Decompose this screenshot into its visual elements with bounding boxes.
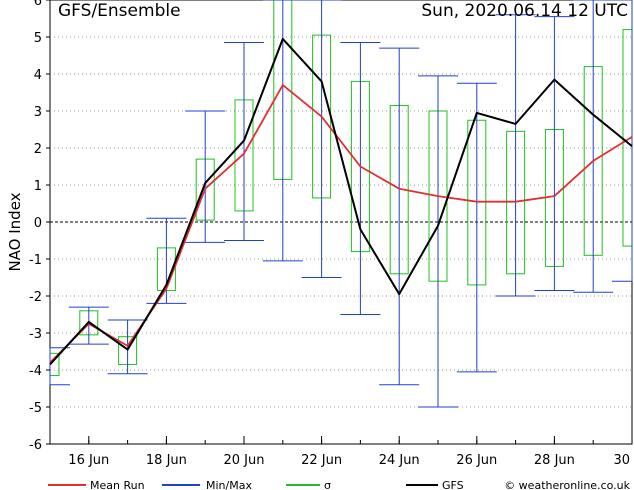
- y-tick-label: 5: [34, 31, 42, 46]
- y-tick-label: -4: [29, 364, 42, 379]
- grid-lines: [49, 36, 633, 444]
- run-date: Sun, 2020.06.14 12 UTC: [421, 1, 628, 21]
- x-tick-label: 28 Jun: [534, 453, 575, 468]
- y-tick-label: 4: [34, 68, 42, 83]
- y-tick-label: -3: [29, 327, 42, 342]
- chart-title: GFS/Ensemble: [58, 1, 181, 21]
- x-tick-label: 30: [613, 453, 630, 468]
- x-tick-label: 24 Jun: [379, 453, 420, 468]
- x-tick-label: 26 Jun: [456, 453, 497, 468]
- y-axis-label: NAO Index: [6, 192, 24, 271]
- y-tick-label: -1: [29, 253, 42, 268]
- mean-run-line: [49, 84, 633, 364]
- gfs-line: [49, 37, 633, 366]
- y-axis-ticks: -6 -5 -4 -3 -2 -1 0 1 2 3 4 5 6: [29, 0, 50, 453]
- watermark: © weatheronline.co.uk: [504, 479, 630, 490]
- legend-minmax: Min/Max: [206, 479, 252, 490]
- x-axis-ticks: 16 Jun 18 Jun 20 Jun 22 Jun 24 Jun 26 Jun 28 J…: [68, 436, 633, 468]
- y-tick-label: 2: [34, 142, 42, 157]
- legend-gfs: GFS: [442, 479, 464, 490]
- y-tick-label: 6: [34, 0, 42, 9]
- y-tick-label: 3: [34, 105, 42, 120]
- y-tick-label: -2: [29, 290, 42, 305]
- legend-mean-run: Mean Run: [90, 479, 145, 490]
- series-lines: [49, 37, 633, 366]
- legend: Mean Run Min/Max σ GFS © weatheronline.c…: [48, 479, 631, 490]
- y-tick-label: 1: [34, 179, 42, 194]
- sigma-boxes: [49, 0, 633, 377]
- legend-sigma: σ: [324, 479, 331, 490]
- x-tick-label: 18 Jun: [146, 453, 187, 468]
- minmax-bars: [49, 0, 633, 408]
- y-tick-label: 0: [34, 216, 42, 231]
- x-tick-label: 16 Jun: [68, 453, 109, 468]
- x-tick-label: 22 Jun: [301, 453, 342, 468]
- x-tick-label: 20 Jun: [224, 453, 265, 468]
- y-tick-label: -6: [29, 438, 42, 453]
- y-tick-label: -5: [29, 401, 42, 416]
